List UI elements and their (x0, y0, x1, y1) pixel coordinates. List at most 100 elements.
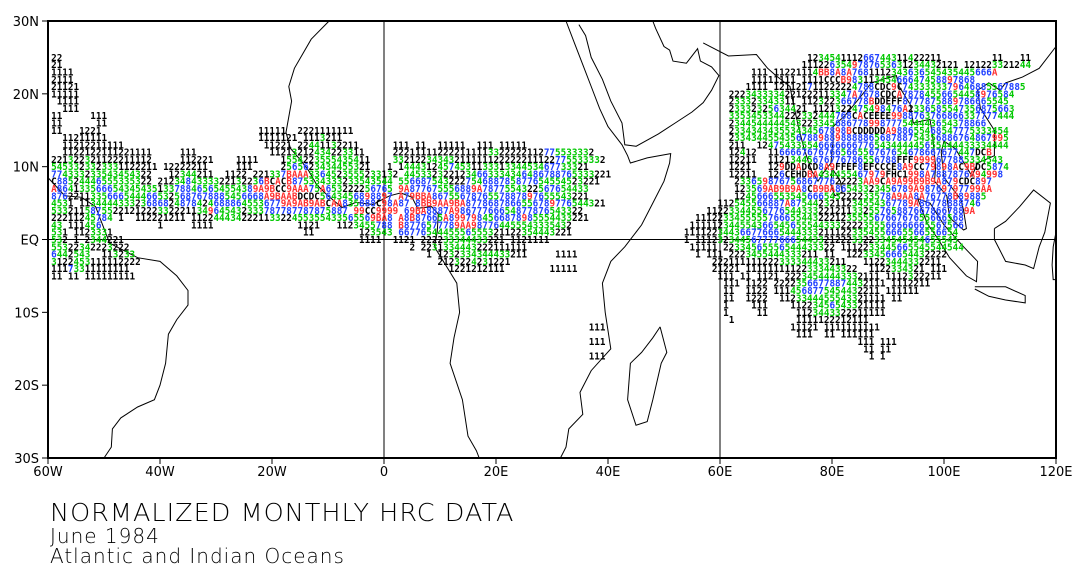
hrc-value: 3 (141, 199, 147, 210)
hrc-value: 8 (913, 191, 919, 202)
hrc-value: 1 (74, 184, 80, 195)
hrc-row: 123569AB9B9A8CB9BA86543323456789A9876979… (734, 184, 992, 195)
hrc-value: 11 11 111111111 (51, 271, 135, 282)
hrc-value: 45 (85, 213, 96, 224)
hrc-value: 2111 1112211 (863, 279, 931, 290)
hrc-value: 686778 (835, 118, 869, 129)
hrc-value: 887 (331, 206, 353, 217)
hrc-value: A (275, 177, 281, 188)
hrc-value: 6 (326, 184, 332, 195)
hrc-value: 5 (790, 177, 796, 188)
hrc-value: A (785, 199, 791, 210)
hrc-value: 434 (314, 148, 331, 159)
hrc-value: 22 12 (141, 169, 180, 180)
coast-sulawesi (1051, 232, 1057, 281)
hrc-value: 111112 (690, 220, 724, 231)
hrc-value: 221 1121111 (488, 235, 550, 246)
hrc-value: DCDC (297, 191, 319, 202)
hrc-value: 9 (382, 199, 388, 210)
hrc-row: 111 (589, 322, 606, 333)
hrc-value: 9 (818, 133, 824, 144)
hrc-value: DC (975, 162, 986, 173)
hrc-value: 6 (214, 206, 220, 217)
hrc-value: 9 (981, 177, 987, 188)
hrc-value: CEHD (785, 169, 808, 180)
hrc-value: 111 (68, 220, 85, 231)
hrc-value: 1 12 (426, 250, 448, 261)
coast-east-africa (559, 20, 672, 459)
hrc-value: 3433334 (745, 89, 785, 100)
hrc-value: 11 112 (785, 97, 819, 108)
hrc-value: 78 (96, 213, 108, 224)
hrc-value: 22 (460, 257, 471, 268)
hrc-value: 2 (729, 118, 735, 129)
hrc-value: 67777666 (751, 235, 796, 246)
hrc-value: 444 (79, 177, 96, 188)
hrc-value: 8 (841, 126, 847, 137)
hrc-value: 34 (79, 242, 91, 253)
hrc-value: 3 (113, 250, 119, 261)
hrc-value: 9 (981, 89, 987, 100)
hrc-value: 68878 (482, 177, 510, 188)
hrc-value: A9AA (891, 191, 914, 202)
hrc-value: 2 (723, 235, 729, 246)
hrc-value: 4 (107, 213, 118, 224)
hrc-value: 553333 (555, 148, 589, 159)
hrc-value: 5444333 (785, 242, 824, 253)
y-tick-label: 20N (13, 88, 39, 103)
x-tick-label: 20W (257, 465, 287, 480)
hrc-value: 544443 (902, 118, 936, 129)
hrc-value: 554 (286, 155, 303, 166)
hrc-row: 23365987675686777622223AA9CA9A99B9B9A879… (734, 177, 992, 188)
hrc-value: 11111 22 (690, 242, 735, 253)
hrc-value: 22122211 (785, 89, 830, 100)
hrc-value: 1 (499, 162, 505, 173)
hrc-value: 111 (62, 104, 79, 115)
hrc-value: A (852, 89, 858, 100)
hrc-row: 111 (62, 104, 79, 115)
hrc-value: 33 (124, 250, 135, 261)
hrc-row: 1122334455677654433322121133255765887667… (706, 206, 975, 217)
hrc-value: 6 (908, 67, 914, 78)
hrc-value: 55 (902, 228, 913, 239)
hrc-value: 2122 (404, 155, 426, 166)
y-axis: 30N 20N 10N EQ 10S 20S 30S (13, 15, 48, 467)
hrc-value: 22 (331, 148, 342, 159)
hrc-value: 55 (353, 213, 364, 224)
hrc-value: 22 1122 (846, 264, 891, 275)
hrc-value: C (376, 199, 382, 210)
hrc-value: 334 (829, 89, 846, 100)
hrc-value: 5334333 (303, 177, 342, 188)
hrc-value: 867788887 (919, 199, 969, 210)
hrc-value: 4 (969, 199, 975, 210)
hrc-value: 44 (1020, 60, 1032, 71)
hrc-row: 33212234343211111122222211122775533332 (393, 155, 606, 166)
hrc-value: 11 1222 112 (723, 293, 796, 304)
hrc-value: 545543 (214, 184, 248, 195)
hrc-value: 3 (835, 104, 841, 115)
hrc-value: 5433 (549, 206, 571, 217)
hrc-value: 335 (79, 184, 96, 195)
hrc-value: 3 (1009, 104, 1015, 115)
hrc-value: 33 (488, 148, 499, 159)
hrc-value: 6867776 (796, 177, 836, 188)
hrc-value: A (902, 104, 908, 115)
hrc-value: 1221212111 (449, 264, 505, 275)
hrc-value: 444 (818, 111, 835, 122)
hrc-value: 666 (885, 228, 902, 239)
hrc-value: 1 11 12 (107, 228, 370, 239)
hrc-value: 66 (936, 228, 948, 239)
hrc-value: 34 (197, 206, 209, 217)
hrc-value: 555 (438, 184, 455, 195)
hrc-value: 77 (544, 148, 555, 159)
coast-west-africa (285, 20, 480, 459)
hrc-value: 22 (824, 97, 835, 108)
hrc-value: 22 (242, 177, 253, 188)
hrc-value: FFEF (835, 162, 858, 173)
hrc-row: 221322321122211112 112221 1111 155422355… (51, 155, 371, 166)
hrc-value: 5 (297, 162, 303, 173)
hrc-value: 9BA (410, 206, 427, 217)
hrc-value: 87 (992, 162, 1003, 173)
hrc-value: B (286, 177, 292, 188)
hrc-value: 9 (942, 184, 948, 195)
